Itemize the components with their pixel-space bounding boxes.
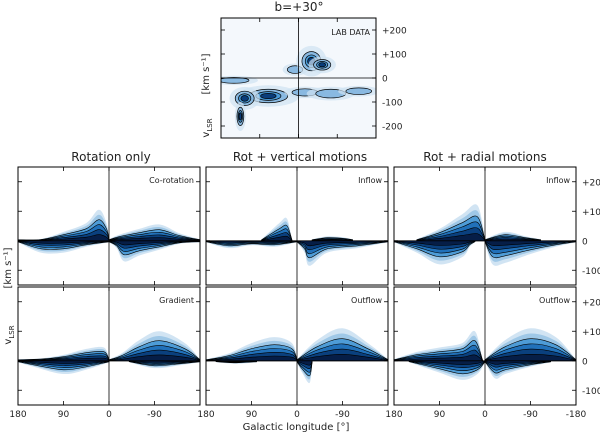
y-tick-label: 0	[582, 237, 588, 247]
gradient-label: Gradient	[159, 296, 194, 305]
y-tick-label: +100	[582, 328, 600, 338]
y-label-units-top: [km s⁻¹]	[201, 53, 212, 94]
x-tick-label: 0	[482, 410, 488, 420]
x-tick-label: 90	[246, 410, 258, 420]
y-tick-label: -100	[582, 267, 600, 277]
outflow-radial-upper-layer-5	[394, 354, 483, 362]
y-label-v-top: v	[201, 132, 212, 138]
lab-y-tick-label: -200	[382, 123, 403, 133]
lab-blob-6	[238, 112, 243, 121]
x-tick-label: 180	[385, 410, 402, 420]
x-tick-label: -90	[147, 410, 162, 420]
inflow-radial-upper-layer-5	[416, 233, 486, 242]
panel-gradient: Gradient 180 90 0 -90	[9, 286, 201, 420]
outflow-label: Outflow	[351, 296, 382, 305]
panel-inflow: Inflow	[205, 166, 389, 286]
x-tick-label: 0	[106, 410, 112, 420]
y-axis-label-main-v: vLSR	[3, 325, 16, 344]
lab-blob-4	[260, 92, 277, 100]
inflow-lower2-layer-5	[296, 240, 388, 247]
x-tick-label: 90	[58, 410, 70, 420]
lab-y-tick-label: 0	[382, 75, 388, 85]
panel-inflow-radial: Inflow -100 0 +100 +200	[393, 166, 600, 286]
svg-text:vLSR: vLSR	[201, 118, 214, 137]
panel-lab-data: -200 -100 0 +100 +200 LAB DATA	[220, 17, 407, 139]
column-title-rotation: Rotation only	[71, 150, 150, 164]
y-tick-label: -100	[582, 387, 600, 397]
outflow-radial-label: Outflow	[539, 296, 570, 305]
y-label-lsr-top: LSR	[206, 118, 214, 131]
lab-blob-9	[345, 87, 373, 95]
outflow-upper2-layer-5	[296, 353, 388, 362]
outflow-lower2-layer-5	[296, 360, 313, 366]
x-tick-label: -180	[566, 410, 587, 420]
x-tick-label: -90	[335, 410, 350, 420]
x-tick-label: -90	[523, 410, 538, 420]
y-label-v-main: v	[3, 339, 14, 345]
inflow-radial-lower2-layer-5	[484, 240, 576, 247]
panel-outflow: Outflow 180 90 0 -90	[197, 286, 389, 420]
inflow-radial-label: Inflow	[546, 176, 570, 185]
inflow-label: Inflow	[358, 176, 382, 185]
outflow-radial-lower2-layer-5	[484, 360, 551, 365]
y-tick-label: +100	[582, 208, 600, 218]
outflow-radial-upper2-layer-5	[484, 353, 576, 362]
column-title-vertical: Rot + vertical motions	[233, 150, 367, 164]
panel-co-rotation: Co-rotation	[17, 166, 201, 286]
y-axis-label-main: [km s⁻¹]	[3, 247, 14, 288]
y-tick-label: +200	[582, 178, 600, 188]
inflow-upper-layer-5	[261, 235, 293, 242]
gradient-upper-layer-5	[18, 357, 110, 362]
x-tick-label: 90	[434, 410, 446, 420]
co-rotation-lower-layer-5	[18, 240, 110, 244]
svg-text:[km s⁻¹]: [km s⁻¹]	[201, 53, 212, 94]
co-rotation-lower2-layer-5	[108, 240, 200, 246]
y-tick-label: 0	[582, 357, 588, 367]
inflow-lower-layer-5	[206, 240, 298, 243]
x-axis-label: Galactic longitude [°]	[243, 422, 350, 433]
panel-outflow-radial: Outflow -100 0 +100 +200 180 90 0 -90 -180	[385, 286, 600, 420]
gradient-upper2-layer-5	[108, 354, 200, 362]
y-label-units-main: [km s⁻¹]	[3, 247, 14, 288]
lab-y-tick-label: +100	[382, 51, 407, 61]
y-tick-label: +200	[582, 298, 600, 308]
x-tick-label: 180	[197, 410, 214, 420]
y-label-lsr-main: LSR	[8, 325, 16, 338]
co-rotation-label: Co-rotation	[149, 176, 194, 185]
top-title: b=+30°	[275, 0, 324, 14]
gradient-lower-layer-5	[18, 360, 110, 364]
svg-text:vLSR: vLSR	[3, 325, 16, 344]
svg-text:[km s⁻¹]: [km s⁻¹]	[3, 247, 14, 288]
y-axis-label-top-v: vLSR	[201, 118, 214, 137]
column-title-radial: Rot + radial motions	[423, 150, 547, 164]
lab-blob-5	[240, 95, 249, 102]
lab-data-label: LAB DATA	[331, 28, 370, 37]
lab-blob-3	[221, 77, 250, 84]
inflow-radial-lower-layer-5	[394, 240, 476, 246]
outflow-radial-lower-layer-5	[408, 360, 486, 365]
outflow-upper-layer-5	[206, 355, 298, 362]
lab-blob-2	[318, 62, 326, 68]
panels: -200 -100 0 +100 +200 LAB DATA Co-rotation Infl…	[9, 17, 600, 420]
lab-y-tick-label: -100	[382, 99, 403, 109]
x-tick-label: 0	[294, 410, 300, 420]
x-tick-label: 180	[9, 410, 26, 420]
lab-y-tick-label: +200	[382, 27, 407, 37]
co-rotation-upper2-layer-5	[108, 237, 200, 242]
y-axis-label-top: [km s⁻¹]	[201, 53, 212, 94]
